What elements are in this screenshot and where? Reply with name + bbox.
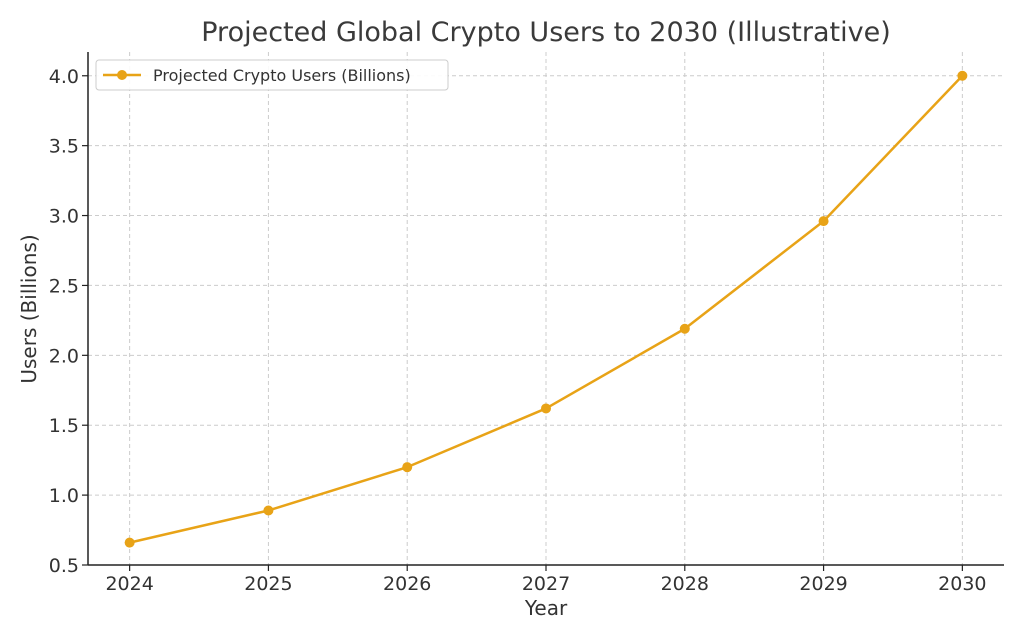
y-tick-label: 3.5 <box>49 136 79 158</box>
y-tick-label: 3.0 <box>49 206 79 228</box>
x-tick-label: 2029 <box>799 573 847 595</box>
y-tick-label: 0.5 <box>49 555 79 577</box>
y-tick-label: 2.0 <box>49 345 79 367</box>
x-axis-label: Year <box>524 596 568 620</box>
y-tick-label: 2.5 <box>49 275 79 297</box>
data-point <box>818 216 829 227</box>
y-axis-label: Users (Billions) <box>17 234 41 383</box>
chart-title: Projected Global Crypto Users to 2030 (I… <box>201 17 890 48</box>
x-tick-label: 2027 <box>522 573 570 595</box>
data-point <box>957 70 968 81</box>
legend-swatch-marker <box>117 70 127 80</box>
data-point <box>679 323 690 334</box>
y-axis-ticks: 0.5 1.0 1.5 2.0 2.5 3.0 3.5 4.0 <box>49 66 88 577</box>
data-point <box>402 462 413 473</box>
x-tick-label: 2024 <box>105 573 153 595</box>
x-axis-ticks: 2024 2025 2026 2027 2028 2029 2030 <box>105 565 987 595</box>
grid-lines <box>88 52 1004 566</box>
y-tick-label: 4.0 <box>49 66 79 88</box>
x-tick-label: 2030 <box>938 573 986 595</box>
legend-entry-label: Projected Crypto Users (Billions) <box>153 66 411 85</box>
data-point <box>541 403 551 414</box>
data-point <box>263 505 274 516</box>
data-point <box>124 537 135 548</box>
legend: Projected Crypto Users (Billions) <box>95 59 449 91</box>
y-tick-label: 1.0 <box>49 485 79 507</box>
x-tick-label: 2028 <box>661 573 709 595</box>
series-layer <box>124 70 968 548</box>
y-tick-label: 1.5 <box>49 415 79 437</box>
legend-box <box>95 59 449 91</box>
x-tick-label: 2026 <box>383 573 431 595</box>
x-tick-label: 2025 <box>244 573 292 595</box>
